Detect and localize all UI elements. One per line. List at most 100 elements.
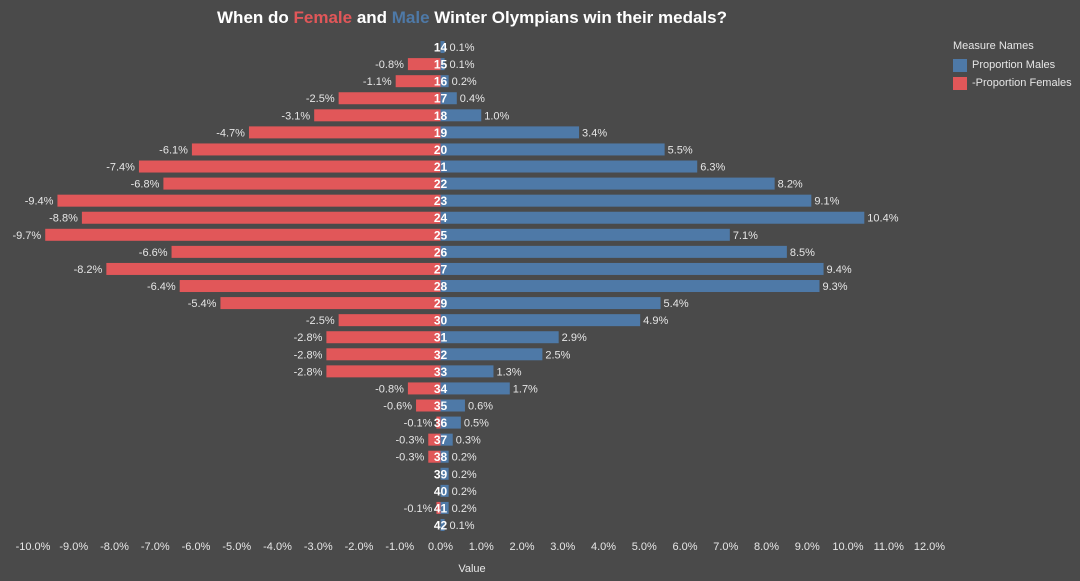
x-tick-label: -7.0% <box>141 541 170 553</box>
title-part3: Winter Olympians win their medals? <box>429 8 727 27</box>
bar-female <box>179 280 441 293</box>
data-label-male: 2.5% <box>545 349 570 361</box>
data-label-female: -4.7% <box>216 127 245 139</box>
bar-male <box>440 484 449 497</box>
x-tick-label: -4.0% <box>263 541 292 553</box>
bar-male <box>440 501 449 514</box>
data-label-male: 0.4% <box>460 93 485 105</box>
legend-item-males[interactable]: Proportion Males <box>953 56 1072 74</box>
bar-male <box>440 416 461 429</box>
bar-male <box>440 399 465 412</box>
age-label: 33 <box>434 365 448 379</box>
age-label: 19 <box>434 126 448 140</box>
data-label-male: 4.9% <box>643 315 668 327</box>
legend-title: Measure Names <box>953 40 1034 52</box>
data-label-male: 8.5% <box>790 247 815 259</box>
data-label-male: 0.2% <box>452 469 477 481</box>
age-label: 24 <box>434 211 448 225</box>
x-tick-label: -3.0% <box>304 541 333 553</box>
bar-female <box>436 416 441 429</box>
data-label-female: -5.4% <box>188 298 217 310</box>
bar-male <box>440 58 445 71</box>
age-label: 17 <box>434 92 448 106</box>
data-label-male: 5.4% <box>664 298 689 310</box>
x-tick-label: 3.0% <box>550 541 575 553</box>
bar-female <box>416 399 441 412</box>
data-label-female: -9.4% <box>25 196 54 208</box>
legend-label-females: -Proportion Females <box>972 77 1072 89</box>
bar-female <box>428 433 441 446</box>
data-label-male: 9.1% <box>814 196 839 208</box>
bar-male <box>440 126 580 139</box>
bar-female <box>314 109 441 122</box>
age-label: 38 <box>434 450 448 464</box>
bar-male <box>440 177 775 190</box>
legend-swatch-females <box>953 76 967 90</box>
x-tick-label: 5.0% <box>632 541 657 553</box>
bar-male <box>440 314 641 327</box>
x-tick-label: 2.0% <box>509 541 534 553</box>
bar-male <box>440 262 824 275</box>
data-label-female: -2.8% <box>294 349 323 361</box>
data-label-male: 0.1% <box>450 520 475 532</box>
age-label: 14 <box>434 41 448 55</box>
bar-female <box>138 160 441 173</box>
data-label-female: -7.4% <box>106 162 135 174</box>
data-label-male: 1.3% <box>496 366 521 378</box>
bar-female <box>163 177 441 190</box>
bar-female <box>326 365 441 378</box>
age-label: 27 <box>434 262 448 276</box>
data-label-male: 10.4% <box>867 213 898 225</box>
bar-female <box>81 211 441 224</box>
chart-title: When do Female and Male Winter Olympians… <box>0 8 944 28</box>
x-tick-label: 9.0% <box>795 541 820 553</box>
data-label-male: 7.1% <box>733 230 758 242</box>
bar-female <box>428 450 441 463</box>
age-label: 30 <box>434 314 448 328</box>
bar-female <box>220 297 441 310</box>
age-label: 20 <box>434 143 448 157</box>
x-tick-label: 4.0% <box>591 541 616 553</box>
data-label-female: -6.6% <box>139 247 168 259</box>
data-label-female: -0.1% <box>404 418 433 430</box>
bar-female <box>171 245 441 258</box>
bar-female <box>395 75 441 88</box>
age-label: 29 <box>434 297 448 311</box>
bar-male <box>440 109 482 122</box>
age-label: 35 <box>434 399 448 413</box>
title-part1: When do <box>217 8 294 27</box>
data-label-male: 2.9% <box>562 332 587 344</box>
data-label-male: 8.2% <box>778 179 803 191</box>
data-label-male: 0.2% <box>452 76 477 88</box>
bar-male <box>440 194 812 207</box>
legend-item-females[interactable]: -Proportion Females <box>953 74 1072 92</box>
legend-swatch-males <box>953 58 967 72</box>
bar-female <box>248 126 441 139</box>
data-label-male: 0.6% <box>468 401 493 413</box>
bar-female <box>436 501 441 514</box>
data-label-male: 0.2% <box>452 486 477 498</box>
bar-male <box>440 160 698 173</box>
data-label-male: 0.1% <box>450 59 475 71</box>
age-label: 31 <box>434 331 448 345</box>
age-label: 25 <box>434 228 448 242</box>
bar-male <box>440 382 510 395</box>
x-tick-label: -2.0% <box>345 541 374 553</box>
data-label-male: 9.4% <box>827 264 852 276</box>
x-tick-label: -10.0% <box>16 541 51 553</box>
title-male: Male <box>391 8 430 27</box>
bar-male <box>440 331 559 344</box>
data-label-female: -2.8% <box>294 366 323 378</box>
age-label: 41 <box>434 501 448 515</box>
data-label-female: -0.8% <box>375 59 404 71</box>
age-label: 22 <box>434 177 448 191</box>
data-label-female: -6.1% <box>159 144 188 156</box>
bar-female <box>106 262 441 275</box>
age-label: 37 <box>434 433 448 447</box>
bar-female <box>57 194 441 207</box>
bar-female <box>191 143 441 156</box>
x-axis-label: Value <box>458 563 485 575</box>
bar-female <box>338 314 441 327</box>
data-label-male: 0.2% <box>452 452 477 464</box>
age-label: 40 <box>434 484 448 498</box>
